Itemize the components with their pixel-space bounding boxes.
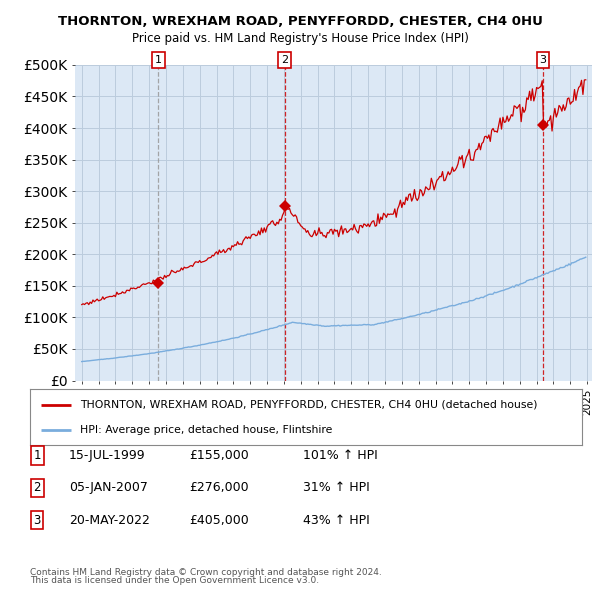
- Text: £276,000: £276,000: [189, 481, 248, 494]
- Text: 3: 3: [34, 514, 41, 527]
- Text: THORNTON, WREXHAM ROAD, PENYFFORDD, CHESTER, CH4 0HU: THORNTON, WREXHAM ROAD, PENYFFORDD, CHES…: [58, 15, 542, 28]
- Text: THORNTON, WREXHAM ROAD, PENYFFORDD, CHESTER, CH4 0HU (detached house): THORNTON, WREXHAM ROAD, PENYFFORDD, CHES…: [80, 399, 537, 409]
- Text: Contains HM Land Registry data © Crown copyright and database right 2024.: Contains HM Land Registry data © Crown c…: [30, 568, 382, 577]
- Text: 15-JUL-1999: 15-JUL-1999: [69, 449, 146, 462]
- Text: 101% ↑ HPI: 101% ↑ HPI: [303, 449, 378, 462]
- Text: 1: 1: [34, 449, 41, 462]
- Text: 31% ↑ HPI: 31% ↑ HPI: [303, 481, 370, 494]
- Text: 3: 3: [539, 55, 547, 65]
- Text: 05-JAN-2007: 05-JAN-2007: [69, 481, 148, 494]
- Text: 20-MAY-2022: 20-MAY-2022: [69, 514, 150, 527]
- Text: 2: 2: [34, 481, 41, 494]
- Text: 2: 2: [281, 55, 288, 65]
- Text: 43% ↑ HPI: 43% ↑ HPI: [303, 514, 370, 527]
- Text: £155,000: £155,000: [189, 449, 249, 462]
- Text: 1: 1: [155, 55, 162, 65]
- Text: £405,000: £405,000: [189, 514, 249, 527]
- Text: This data is licensed under the Open Government Licence v3.0.: This data is licensed under the Open Gov…: [30, 576, 319, 585]
- Text: Price paid vs. HM Land Registry's House Price Index (HPI): Price paid vs. HM Land Registry's House …: [131, 32, 469, 45]
- Text: HPI: Average price, detached house, Flintshire: HPI: Average price, detached house, Flin…: [80, 425, 332, 435]
